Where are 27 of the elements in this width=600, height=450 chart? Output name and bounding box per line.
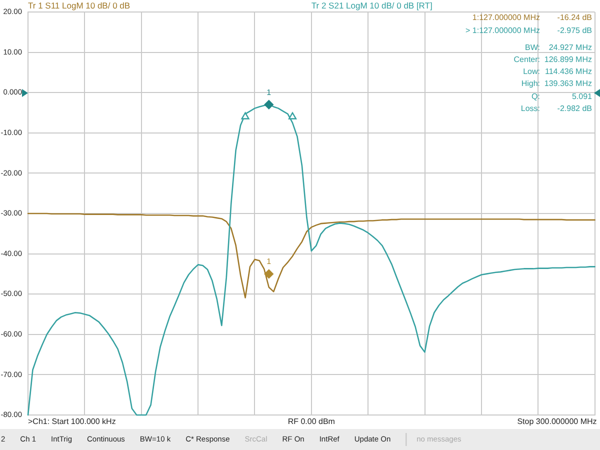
- annotation: BW:: [525, 43, 540, 52]
- annotation: 1:127.000000 MHz: [472, 13, 540, 22]
- point: [288, 112, 297, 120]
- annotation: 24.927 MHz: [548, 43, 592, 52]
- text: Tr 1 S11 LogM 10 dB/ 0 dB: [28, 0, 130, 10]
- annotation: -16.24 dB: [557, 13, 592, 22]
- text: >Ch1: Start 100.000 kHz: [28, 417, 116, 426]
- annotation: > 1:127.000000 MHz: [466, 26, 540, 36]
- text: RF 0.00 dBm: [288, 417, 336, 426]
- annotation: 126.899 MHz: [544, 55, 592, 64]
- point: [264, 269, 274, 279]
- annotation: High:: [521, 79, 540, 88]
- annotation: 1: [266, 257, 272, 266]
- text: Tr 2 S21 LogM 10 dB/ 0 dB [RT]: [311, 0, 432, 10]
- annotation: Center:: [514, 55, 540, 64]
- annotation: Loss:: [520, 104, 540, 114]
- annotation: Q:: [532, 92, 540, 102]
- annotation: Low:: [523, 67, 540, 76]
- annotation: -2.975 dB: [557, 26, 592, 36]
- annotation: 114.436 MHz: [545, 67, 592, 76]
- point: [264, 100, 274, 110]
- annotation: 5.091: [572, 92, 593, 102]
- text: Stop 300.000000 MHz: [517, 417, 597, 426]
- point: [241, 112, 250, 120]
- annotation: -2.982 dB: [557, 104, 592, 114]
- annotation: 1: [266, 88, 272, 97]
- annotation: 139.363 MHz: [544, 79, 592, 88]
